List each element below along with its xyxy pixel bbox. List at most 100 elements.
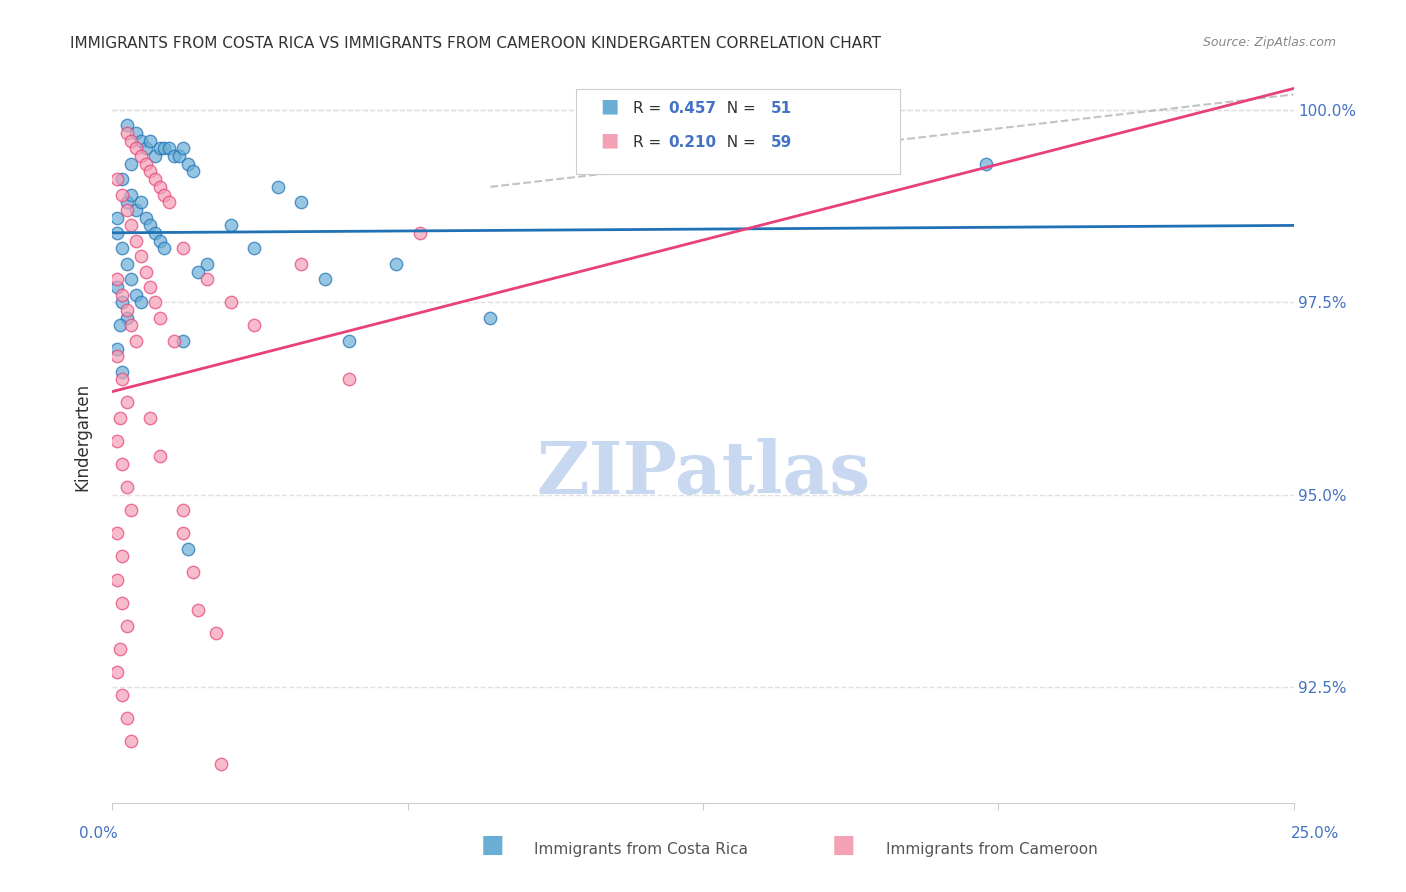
Text: 59: 59 (770, 136, 792, 150)
Point (115, 303, 138, 318)
Point (115, 310, 138, 325)
Point (172, 141, 194, 155)
Point (337, 372, 360, 386)
Point (111, 287, 134, 301)
Point (111, 372, 134, 386)
Point (153, 141, 176, 155)
Point (105, 211, 128, 225)
Text: 51: 51 (770, 102, 792, 116)
Text: ■: ■ (600, 130, 619, 149)
Text: ■: ■ (832, 833, 855, 857)
Point (111, 688, 134, 702)
Point (267, 179, 290, 194)
Point (125, 234, 148, 248)
Point (177, 157, 200, 171)
Point (125, 141, 148, 155)
Point (290, 257, 312, 271)
Point (120, 318, 142, 333)
Point (108, 318, 131, 333)
Point (205, 626, 228, 640)
Point (115, 257, 138, 271)
Point (195, 257, 218, 271)
Point (111, 187, 134, 202)
Text: ■: ■ (600, 96, 619, 115)
Point (139, 280, 162, 294)
Point (337, 334, 360, 348)
Point (139, 219, 162, 233)
Point (149, 141, 172, 155)
Point (243, 318, 266, 333)
Point (385, 257, 408, 271)
Point (149, 179, 172, 194)
Point (105, 342, 128, 356)
Point (186, 264, 208, 278)
Point (135, 211, 157, 225)
Point (120, 157, 142, 171)
Point (125, 287, 148, 301)
Point (125, 126, 148, 140)
Point (111, 295, 134, 310)
Point (125, 334, 148, 348)
Point (143, 295, 166, 310)
Point (111, 172, 134, 186)
Point (181, 565, 204, 579)
Point (153, 187, 176, 202)
Point (105, 665, 128, 679)
Point (108, 641, 131, 656)
Point (139, 164, 162, 178)
Point (120, 272, 142, 286)
Text: Source: ZipAtlas.com: Source: ZipAtlas.com (1202, 36, 1336, 49)
Point (408, 226, 430, 240)
Point (172, 242, 194, 256)
Point (195, 272, 218, 286)
Text: 0.210: 0.210 (668, 136, 716, 150)
Y-axis label: Kindergarten: Kindergarten (73, 383, 91, 491)
Text: R =: R = (633, 136, 666, 150)
Point (115, 126, 138, 140)
Point (290, 195, 312, 210)
Point (177, 541, 200, 556)
Point (129, 195, 152, 210)
Point (111, 242, 134, 256)
Point (219, 219, 242, 233)
Point (135, 141, 157, 155)
Point (115, 202, 138, 217)
Point (219, 295, 242, 310)
Point (111, 549, 134, 564)
Point (120, 503, 142, 517)
Point (120, 734, 142, 748)
Point (149, 234, 172, 248)
Point (209, 757, 232, 772)
Point (115, 711, 138, 725)
Point (115, 118, 138, 132)
Text: ZIPatlas: ZIPatlas (536, 438, 870, 509)
Point (157, 141, 180, 155)
Point (115, 395, 138, 409)
Point (105, 172, 128, 186)
Point (135, 157, 157, 171)
Point (120, 134, 142, 148)
Point (172, 526, 194, 541)
Point (111, 457, 134, 471)
Point (108, 410, 131, 425)
Text: 0.457: 0.457 (668, 102, 716, 116)
Point (120, 187, 142, 202)
Text: N =: N = (717, 136, 761, 150)
Text: 0.0%: 0.0% (79, 827, 118, 841)
Point (172, 503, 194, 517)
Point (243, 242, 266, 256)
Point (105, 434, 128, 448)
Point (163, 149, 186, 163)
Point (105, 280, 128, 294)
Point (125, 202, 148, 217)
Text: Immigrants from Cameroon: Immigrants from Cameroon (886, 842, 1098, 856)
Point (172, 334, 194, 348)
Point (157, 195, 180, 210)
Text: 25.0%: 25.0% (1291, 827, 1339, 841)
Point (976, 157, 998, 171)
Point (105, 573, 128, 587)
Text: R =: R = (633, 102, 666, 116)
Point (120, 219, 142, 233)
Point (105, 272, 128, 286)
Point (149, 450, 172, 464)
